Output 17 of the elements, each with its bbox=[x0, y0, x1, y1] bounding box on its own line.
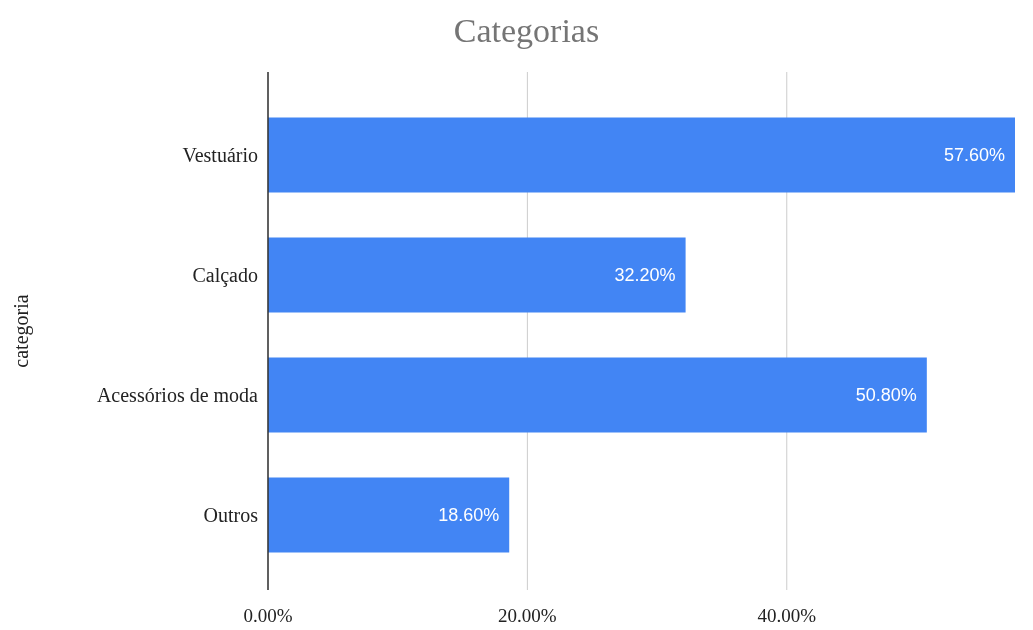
y-tick-label: Acessórios de moda bbox=[96, 384, 259, 406]
chart-title: Categorias bbox=[453, 12, 600, 49]
x-tick-label: 20.00% bbox=[498, 605, 557, 626]
bar bbox=[268, 117, 1015, 193]
y-tick-label: Vestuário bbox=[182, 144, 258, 166]
bar bbox=[268, 237, 686, 313]
x-tick-label: 40.00% bbox=[757, 605, 817, 626]
data-label: 50.80% bbox=[855, 385, 917, 406]
data-label: 32.20% bbox=[614, 265, 676, 286]
y-tick-label: Outros bbox=[203, 504, 259, 526]
y-tick-label: Calçado bbox=[192, 264, 258, 287]
data-label: 18.60% bbox=[438, 505, 500, 526]
y-axis-title: categoria bbox=[10, 294, 33, 368]
bar bbox=[268, 357, 927, 433]
x-tick-label: 0.00% bbox=[243, 605, 293, 626]
data-label: 57.60% bbox=[943, 145, 1005, 166]
bar bbox=[268, 477, 510, 553]
